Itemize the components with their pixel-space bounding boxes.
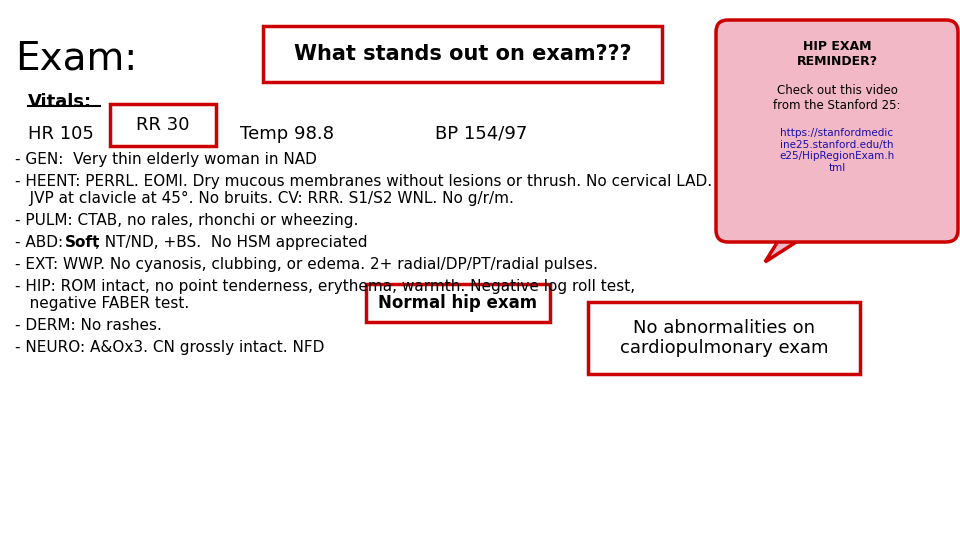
FancyBboxPatch shape <box>366 284 550 322</box>
Text: - PULM: CTAB, no rales, rhonchi or wheezing.: - PULM: CTAB, no rales, rhonchi or wheez… <box>15 213 358 228</box>
Polygon shape <box>770 224 820 230</box>
Text: Check out this video
from the Stanford 25:: Check out this video from the Stanford 2… <box>773 84 900 112</box>
Text: Normal hip exam: Normal hip exam <box>378 294 538 312</box>
Text: negative FABER test.: negative FABER test. <box>15 296 189 311</box>
Text: - HIP: ROM intact, no point tenderness, erythema, warmth. Negative log roll test: - HIP: ROM intact, no point tenderness, … <box>15 279 636 294</box>
Text: https://stanfordmedic
ine25.stanford.edu/th
e25/HipRegionExam.h
tml: https://stanfordmedic ine25.stanford.edu… <box>780 128 895 173</box>
Polygon shape <box>765 230 815 262</box>
Text: HR 105: HR 105 <box>28 125 94 143</box>
Text: Soft: Soft <box>65 235 101 250</box>
Text: - ABD:: - ABD: <box>15 235 68 250</box>
Text: No abnormalities on
cardiopulmonary exam: No abnormalities on cardiopulmonary exam <box>620 319 828 357</box>
Text: Exam:: Exam: <box>15 40 137 78</box>
Text: Vitals:: Vitals: <box>28 93 92 111</box>
Text: - GEN:  Very thin elderly woman in NAD: - GEN: Very thin elderly woman in NAD <box>15 152 317 167</box>
Text: - DERM: No rashes.: - DERM: No rashes. <box>15 318 162 333</box>
Text: - EXT: WWP. No cyanosis, clubbing, or edema. 2+ radial/DP/PT/radial pulses.: - EXT: WWP. No cyanosis, clubbing, or ed… <box>15 257 598 272</box>
Text: HIP EXAM
REMINDER?: HIP EXAM REMINDER? <box>797 40 877 68</box>
FancyBboxPatch shape <box>716 20 958 242</box>
Text: , NT/ND, +BS.  No HSM appreciated: , NT/ND, +BS. No HSM appreciated <box>95 235 368 250</box>
FancyBboxPatch shape <box>263 26 662 82</box>
FancyBboxPatch shape <box>110 104 216 146</box>
Text: BP 154/97: BP 154/97 <box>435 125 527 143</box>
FancyBboxPatch shape <box>588 302 860 374</box>
Text: - NEURO: A&Ox3. CN grossly intact. NFD: - NEURO: A&Ox3. CN grossly intact. NFD <box>15 340 324 355</box>
Text: RR 30: RR 30 <box>136 116 190 134</box>
Text: Temp 98.8: Temp 98.8 <box>240 125 334 143</box>
Text: JVP at clavicle at 45°. No bruits. CV: RRR. S1/S2 WNL. No g/r/m.: JVP at clavicle at 45°. No bruits. CV: R… <box>15 191 514 206</box>
Text: - HEENT: PERRL. EOMI. Dry mucous membranes without lesions or thrush. No cervica: - HEENT: PERRL. EOMI. Dry mucous membran… <box>15 174 737 189</box>
Text: What stands out on exam???: What stands out on exam??? <box>294 44 632 64</box>
